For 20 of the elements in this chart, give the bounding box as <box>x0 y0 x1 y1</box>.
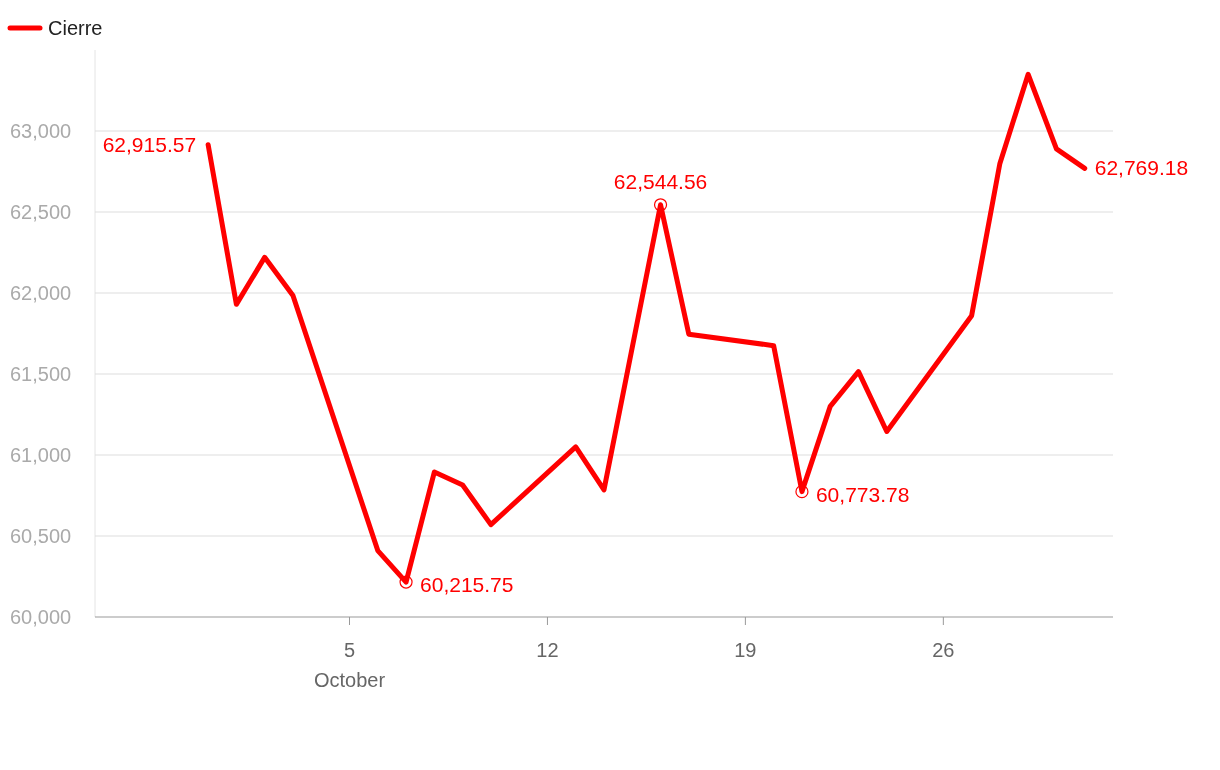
data-label: 62,769.18 <box>1094 156 1189 180</box>
y-tick-label: 62,000 <box>10 282 72 304</box>
y-tick-label: 61,500 <box>10 363 72 385</box>
x-tick-label: 5 October <box>313 639 386 691</box>
data-label: 60,215.75 <box>420 573 514 597</box>
point <box>653 198 668 212</box>
legend-label: Cierre <box>48 17 103 39</box>
data-label: 62,544.56 <box>613 169 708 193</box>
x-tick-label: 19 <box>734 639 757 661</box>
y-tick-label: 60,000 <box>10 606 72 628</box>
y-tick-label: 61,000 <box>10 444 72 466</box>
x-tick-label: 12 <box>536 639 559 661</box>
y-tick-label: 62,500 <box>10 201 72 223</box>
y-tick-label: 63,000 <box>10 120 72 142</box>
y-tick-label: 60,500 <box>10 525 72 547</box>
point <box>795 485 809 499</box>
data-label: 62,915.57 <box>102 132 197 156</box>
x-tick-label: 26 <box>932 639 955 661</box>
point <box>399 575 413 589</box>
data-label: 60,773.78 <box>815 482 910 506</box>
